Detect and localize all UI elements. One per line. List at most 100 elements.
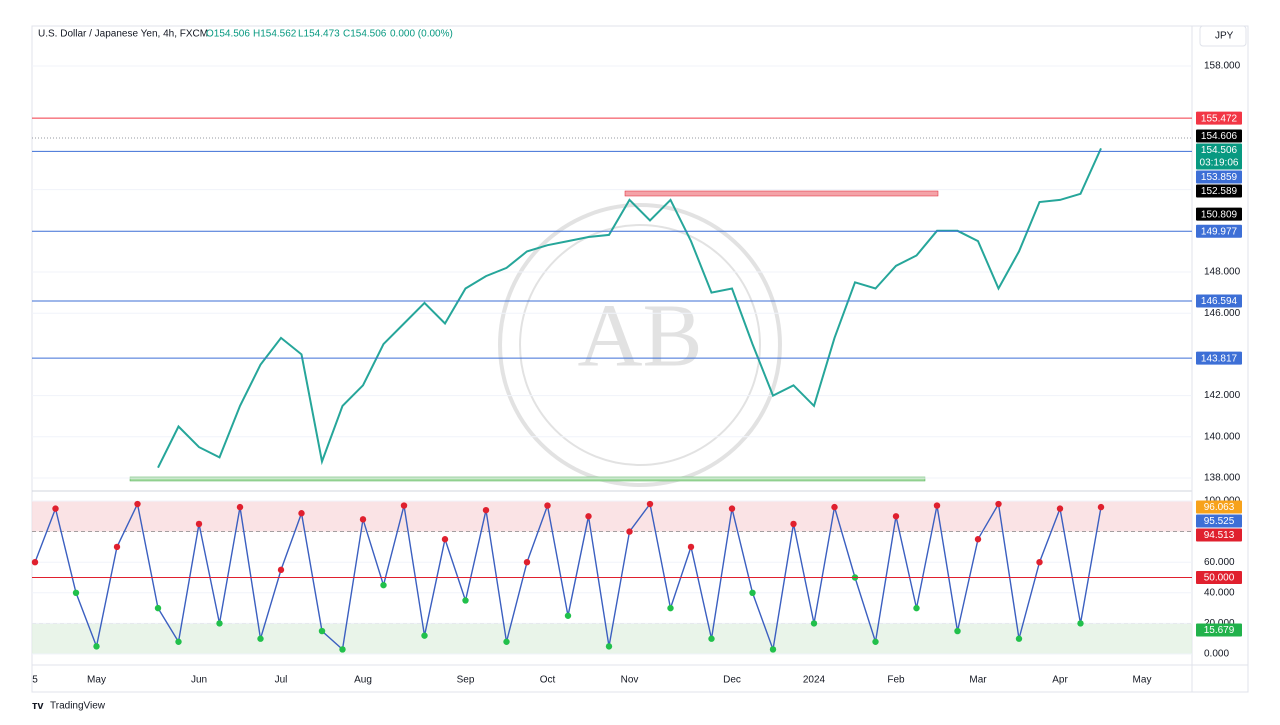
- point: [872, 638, 879, 645]
- point: [831, 503, 838, 511]
- price-label: 94.513: [1196, 528, 1242, 542]
- price-label-box: [1196, 111, 1242, 125]
- price-label-box: [1196, 170, 1242, 184]
- x-tick-label: Sep: [457, 675, 475, 686]
- point: [728, 505, 736, 512]
- point: [482, 506, 490, 514]
- point: [400, 502, 408, 509]
- x-tick-label: Apr: [1052, 675, 1068, 686]
- logo-mark: ᴛᴠ: [32, 700, 44, 712]
- y-tick-label: 148.000: [1204, 267, 1241, 278]
- point: [175, 638, 182, 645]
- price-label-box: [1196, 623, 1242, 637]
- point: [441, 536, 449, 543]
- price-label-box: [1196, 129, 1242, 143]
- price-label: 146.594: [1196, 294, 1242, 308]
- point: [974, 536, 982, 543]
- point: [257, 635, 264, 642]
- ohlc-close: C154.506: [343, 29, 387, 40]
- point: [1036, 559, 1043, 566]
- point: [564, 612, 572, 619]
- point: [667, 604, 674, 612]
- x-tick-label: Jun: [191, 675, 207, 686]
- price-label-box: [1196, 224, 1242, 238]
- x-tick-label: Feb: [887, 675, 905, 686]
- point: [1015, 635, 1023, 642]
- point: [52, 505, 59, 512]
- point: [236, 503, 244, 511]
- price-label-text: 146.594: [1201, 296, 1238, 307]
- y-tick-label: 142.000: [1204, 390, 1241, 401]
- x-tick-label: Dec: [723, 675, 741, 686]
- point: [462, 597, 469, 604]
- point: [359, 516, 367, 523]
- price-label: 95.525: [1196, 514, 1242, 528]
- point: [421, 632, 428, 639]
- point: [277, 566, 285, 574]
- y-tick-label: 40.000: [1204, 587, 1235, 598]
- price-label-text: 15.679: [1204, 625, 1235, 636]
- point: [1056, 505, 1064, 512]
- point: [749, 589, 756, 597]
- ohlc-open: O154.506: [206, 29, 250, 40]
- price-label-box: [1196, 184, 1242, 198]
- price-label-text: 96.063: [1204, 502, 1235, 513]
- y-tick-label: 158.000: [1204, 61, 1241, 72]
- y-tick-label: 0.000: [1204, 649, 1229, 660]
- price-label-text: 155.472: [1201, 113, 1238, 124]
- countdown: 03:19:06: [1200, 158, 1239, 169]
- ohlc-high: H154.562: [253, 29, 297, 40]
- price-label-text: 95.525: [1204, 516, 1235, 527]
- price-label: 150.809: [1196, 207, 1242, 221]
- ohlc-low: L154.473: [298, 29, 340, 40]
- brand: TradingView: [50, 701, 106, 712]
- price-label-text: 153.859: [1201, 172, 1238, 183]
- x-tick-label: 5: [32, 675, 38, 686]
- currency-button[interactable]: [1199, 25, 1247, 47]
- point: [154, 604, 162, 612]
- point: [1077, 620, 1084, 627]
- point: [892, 513, 900, 520]
- point: [626, 528, 633, 535]
- price-label-box: [1196, 514, 1242, 528]
- symbol: U.S. Dollar / Japanese Yen, 4h, FXCM: [38, 29, 208, 40]
- point: [298, 510, 305, 517]
- zone-band: [32, 500, 1192, 532]
- x-tick-label: May: [1133, 675, 1152, 686]
- point: [318, 627, 326, 635]
- price-label-text: 150.809: [1201, 209, 1238, 220]
- point: [687, 543, 695, 551]
- point: [1097, 503, 1105, 511]
- point: [380, 581, 387, 589]
- price-label-box: [1196, 500, 1242, 514]
- point: [93, 643, 100, 650]
- currency[interactable]: JPY: [1215, 31, 1234, 42]
- point: [216, 620, 223, 627]
- price-label-box: [1196, 528, 1242, 542]
- x-tick-label: 2024: [803, 675, 826, 686]
- x-tick-label: Oct: [540, 675, 556, 686]
- point: [195, 520, 203, 528]
- point: [339, 646, 346, 653]
- point: [31, 559, 39, 566]
- point: [605, 643, 613, 650]
- price-label-box: [1196, 571, 1242, 585]
- point: [544, 502, 551, 509]
- x-tick-label: May: [87, 675, 106, 686]
- y-tick-label: 138.000: [1204, 473, 1241, 484]
- price-label: 15.679: [1196, 623, 1242, 637]
- point: [646, 500, 654, 508]
- x-tick-label: Aug: [354, 675, 372, 686]
- support-zone: [129, 476, 926, 482]
- point: [995, 500, 1002, 508]
- price-label-box: [1196, 351, 1242, 365]
- x-tick-label: Jul: [275, 675, 288, 686]
- price-label-text: 154.506: [1201, 145, 1238, 156]
- price-label: 50.000: [1196, 571, 1242, 585]
- price-label-text: 154.606: [1201, 131, 1238, 142]
- point: [810, 620, 818, 627]
- point: [503, 638, 510, 645]
- price-label: 149.977: [1196, 224, 1242, 238]
- price-label-text: 149.977: [1201, 226, 1238, 237]
- point: [523, 559, 531, 566]
